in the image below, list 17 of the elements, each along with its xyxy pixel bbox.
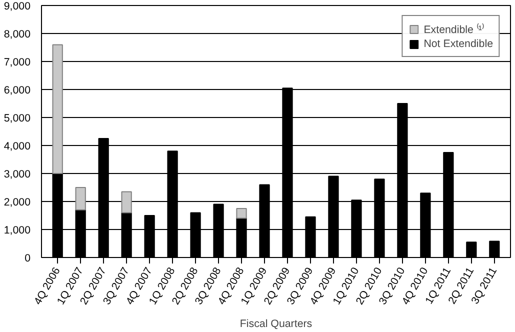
y-tick-label: 5,000 [4, 112, 31, 124]
y-tick-label: 3,000 [4, 168, 31, 180]
bar [236, 208, 247, 219]
y-tick-label: 2,000 [4, 196, 31, 208]
x-axis-title: Fiscal Quarters [240, 318, 312, 330]
y-tick-label: 4,000 [4, 140, 31, 152]
bar [75, 187, 86, 210]
legend-label: Extendible ⁽¹⁾ [424, 22, 484, 36]
bar [121, 191, 132, 214]
y-tick-label: 0 [24, 252, 31, 264]
y-tick-label: 6,000 [4, 84, 31, 96]
bar [52, 44, 63, 174]
y-tick-label: 1,000 [4, 224, 31, 236]
y-tick-label: 9,000 [4, 0, 31, 12]
y-tick-label: 8,000 [4, 28, 31, 40]
y-tick-label: 7,000 [4, 56, 31, 68]
legend-label: Not Extendible [424, 38, 493, 50]
